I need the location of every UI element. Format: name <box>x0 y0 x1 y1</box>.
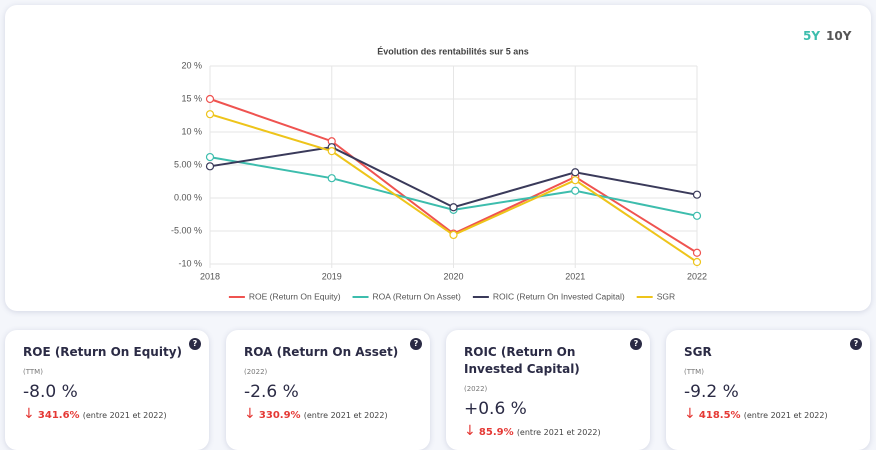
help-icon[interactable]: ? <box>630 338 642 350</box>
legend-label: ROE (Return On Equity) <box>249 291 341 301</box>
down-arrow: ↓ <box>464 423 476 439</box>
point <box>571 168 580 177</box>
card-change: 330.9% <box>258 410 301 421</box>
x-tick-label: 2018 <box>200 271 220 281</box>
period-button[interactable]: 10Y <box>826 29 852 43</box>
legend-label: ROIC (Return On Invested Capital) <box>493 291 625 301</box>
point <box>327 174 336 183</box>
card-value: -8.0 % <box>23 382 78 402</box>
down-arrow: ↓ <box>684 406 696 422</box>
card-period: (2022) <box>244 368 268 376</box>
help-icon[interactable]: ? <box>189 338 201 350</box>
card-value: -9.2 % <box>684 382 739 402</box>
point <box>205 110 215 119</box>
point <box>449 230 458 240</box>
point <box>692 248 702 257</box>
point <box>205 94 215 104</box>
y-tick-label: 0.00 % <box>174 192 202 202</box>
metric-card: ? SGR (TTM) -9.2 % ↓ 418.5% (entre 2021 et 2… <box>666 330 870 450</box>
down-arrow: ↓ <box>244 406 256 422</box>
down-arrow: ↓ <box>23 406 35 422</box>
legend-label: SGR <box>657 291 675 301</box>
card-period: (TTM) <box>684 368 704 376</box>
card-change: 418.5% <box>698 410 741 421</box>
metric-card: ? ROIC (Return On Invested Capital) (2022)… <box>446 330 650 450</box>
chart-panel: 5Y 10Y <box>5 5 871 311</box>
y-tick-label: 5.00 % <box>174 159 202 169</box>
card-note: (entre 2021 et 2022) <box>743 411 828 420</box>
legend-label: ROA (Return On Asset) <box>373 291 462 301</box>
page: 5Y 10Y Évolution des rentabilités sur 5 … <box>5 5 871 450</box>
card-title: ROA (Return On Asset) <box>244 345 399 359</box>
metric-card: ? ROA (Return On Asset) (2022) -2.6 % ↓ 330.… <box>226 330 430 450</box>
point <box>692 257 702 267</box>
help-icon[interactable]: ? <box>850 338 862 350</box>
point <box>205 162 215 171</box>
chart: Évolution des rentabilités sur 5 ans -10… <box>171 46 707 301</box>
card-period: (2022) <box>464 385 488 393</box>
help-icon[interactable]: ? <box>410 338 422 350</box>
x-tick-label: 2019 <box>322 271 342 281</box>
card-note: (entre 2021 et 2022) <box>82 411 167 420</box>
y-tick-label: -10 % <box>178 258 202 268</box>
x-tick-label: 2022 <box>687 271 707 281</box>
card-period: (TTM) <box>23 368 43 376</box>
card-title: ROE (Return On Equity) <box>23 345 183 359</box>
x-tick-label: 2020 <box>443 271 463 281</box>
y-tick-label: 10 % <box>181 126 202 136</box>
y-tick-label: 20 % <box>181 60 202 70</box>
point <box>205 152 215 162</box>
card-title: ROIC (Return On Invested Capital) <box>464 345 580 376</box>
point <box>692 190 702 199</box>
period-button[interactable]: 5Y <box>803 29 821 43</box>
point <box>692 211 702 220</box>
card-title: SGR <box>684 345 712 359</box>
card-change: 341.6% <box>37 410 80 421</box>
point <box>449 203 458 212</box>
point <box>571 186 580 195</box>
card-value: -2.6 % <box>244 382 299 402</box>
card-value: +0.6 % <box>464 399 527 419</box>
y-tick-label: 15 % <box>181 93 202 103</box>
card-note: (entre 2021 et 2022) <box>516 428 601 437</box>
point <box>327 147 336 156</box>
point <box>571 176 580 185</box>
metric-card: ? ROE (Return On Equity) (TTM) -8.0 % ↓ 341.… <box>5 330 209 450</box>
y-tick-label: -5.00 % <box>171 225 202 235</box>
chart-title: Évolution des rentabilités sur 5 ans <box>377 46 529 56</box>
card-change: 85.9% <box>478 427 514 438</box>
card-note: (entre 2021 et 2022) <box>303 411 388 420</box>
x-tick-label: 2021 <box>565 271 585 281</box>
